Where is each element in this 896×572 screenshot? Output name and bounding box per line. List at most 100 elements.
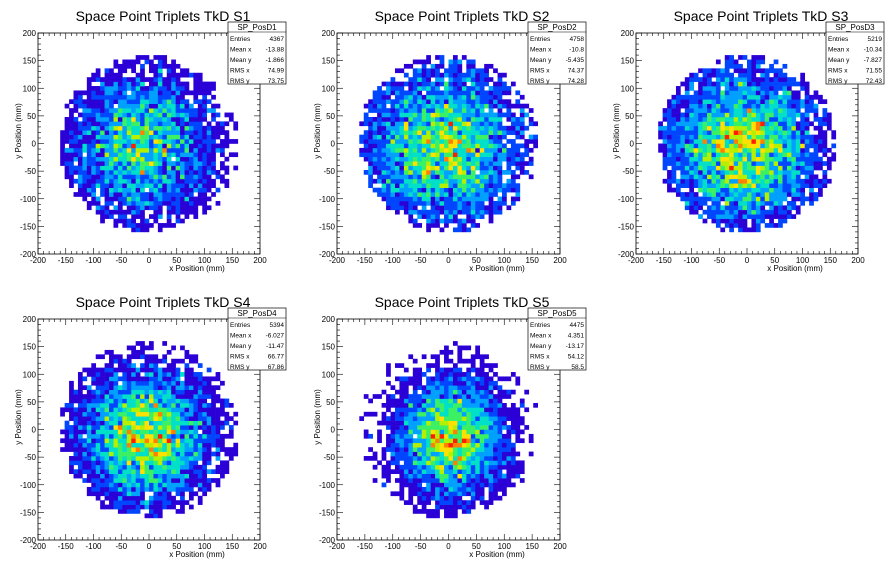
histogram-bin [184, 367, 190, 373]
histogram-bin [439, 165, 445, 171]
histogram-bin [452, 165, 458, 171]
histogram-bin [729, 99, 734, 105]
histogram-bin [95, 372, 101, 377]
histogram-bin [215, 134, 221, 140]
histogram-bin [702, 103, 708, 109]
histogram-bin [122, 63, 128, 69]
histogram-bin [180, 81, 185, 87]
histogram-bin [149, 152, 154, 158]
histogram-bin [131, 433, 136, 439]
histogram-bin [109, 385, 114, 391]
histogram-bin [457, 152, 463, 158]
histogram-bin [751, 205, 757, 211]
histogram-bin [153, 495, 159, 501]
histogram-bin [461, 108, 467, 113]
histogram-bin [153, 143, 159, 149]
histogram-bin [711, 161, 717, 166]
histogram-bin [751, 165, 757, 171]
histogram-bin [738, 63, 743, 69]
histogram-bin [162, 143, 168, 149]
histogram-bin [715, 156, 721, 162]
x-tick-label: 200 [253, 256, 267, 265]
histogram-bin [461, 116, 467, 122]
histogram-bin [95, 469, 101, 474]
histogram-bin [818, 143, 823, 149]
histogram-bin [804, 156, 810, 162]
histogram-bin [82, 196, 88, 202]
histogram-bin [786, 94, 792, 100]
histogram-bin [417, 183, 423, 188]
histogram-bin [86, 394, 92, 399]
histogram-bin [702, 134, 708, 140]
histogram-bin [448, 200, 454, 206]
x-tick-label: 0 [147, 256, 152, 265]
histogram-bin [162, 174, 168, 180]
histogram-bin [399, 200, 405, 206]
histogram-bin [180, 218, 185, 224]
histogram-bin [430, 165, 436, 171]
histogram-bin [184, 402, 190, 408]
histogram-bin [149, 143, 154, 149]
stats-label: Entries [530, 36, 551, 43]
histogram-bin [403, 94, 409, 100]
histogram-bin [82, 187, 88, 193]
histogram-bin [86, 398, 92, 404]
histogram-bin [528, 156, 534, 162]
histogram-bin [426, 170, 431, 175]
histogram-bin [466, 218, 472, 224]
histogram-bin [720, 121, 726, 127]
stats-label: Mean x [230, 47, 252, 54]
histogram-bin [197, 433, 203, 439]
histogram-bin [122, 183, 128, 188]
histogram-bin [426, 223, 431, 228]
histogram-bin [421, 68, 427, 74]
histogram-bin [426, 214, 431, 219]
histogram-bin [399, 143, 405, 149]
histogram-bin [197, 416, 203, 421]
histogram-bin [100, 482, 105, 488]
histogram-bin [153, 86, 159, 91]
histogram-bin [408, 170, 414, 175]
histogram-bin [751, 223, 757, 228]
histogram-bin [488, 99, 494, 105]
histogram-bin [202, 389, 208, 395]
histogram-bin [528, 147, 534, 153]
histogram-bin [751, 174, 757, 180]
histogram-bin [117, 509, 123, 514]
histogram-bin [729, 218, 734, 224]
histogram-bin [153, 394, 159, 399]
histogram-bin [193, 200, 199, 206]
histogram-bin [86, 178, 92, 184]
histogram-bin [91, 482, 97, 488]
histogram-bin [131, 196, 136, 202]
histogram-bin [157, 90, 163, 96]
histogram-bin [104, 478, 110, 483]
histogram-bin [104, 156, 110, 162]
histogram-bin [751, 63, 757, 69]
histogram-bin [104, 451, 110, 457]
histogram-bin [764, 147, 770, 153]
histogram-bin [211, 81, 216, 87]
histogram-bin [671, 134, 677, 140]
histogram-bin [117, 156, 123, 162]
histogram-bin [493, 94, 498, 100]
histogram-bin [524, 161, 530, 166]
histogram-bin [104, 433, 110, 439]
histogram-bin [510, 130, 516, 135]
histogram-bin [86, 90, 92, 96]
histogram-bin [95, 134, 101, 140]
histogram-bin [742, 81, 748, 87]
histogram-bin [377, 112, 382, 118]
histogram-bin [162, 402, 168, 408]
histogram-bin [506, 187, 512, 193]
histogram-bin [702, 156, 708, 162]
histogram-bin [488, 161, 494, 166]
x-axis-label: x Position (mm) [767, 264, 823, 273]
histogram-bin [113, 77, 119, 82]
histogram-bin [684, 99, 690, 105]
histogram-bin [742, 143, 748, 149]
histogram-bin [684, 192, 690, 197]
histogram-bin [91, 147, 97, 153]
histogram-bin [813, 192, 819, 197]
histogram-bin [100, 205, 105, 211]
